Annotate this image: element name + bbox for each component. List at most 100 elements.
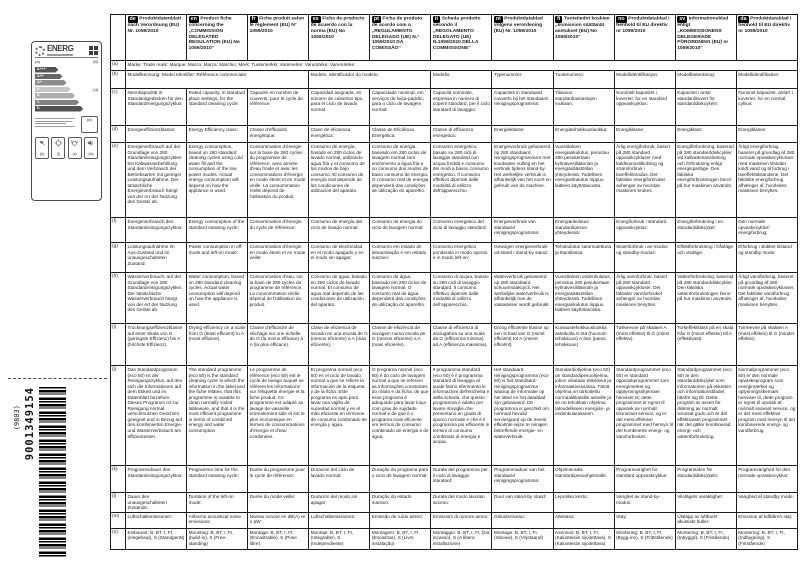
- marker-brand: (a): [35, 59, 40, 64]
- fiche-cell: Vilolägets varaktighet:: [674, 492, 737, 513]
- column-title: Ficha de producto de acuerdo con la norm…: [310, 16, 365, 40]
- row-label: (e): [110, 142, 126, 218]
- fiche-cell: Consumo de energia do ciclo de lavagem n…: [369, 217, 432, 243]
- fiche-cell: Energieverbruik gebaseerd op 280 standaa…: [491, 142, 554, 218]
- fiche-cell: Tuotenumero:: [552, 70, 615, 89]
- fiche-cell: Programme time for the standard cleaning…: [186, 465, 249, 493]
- table-row: (g) Leistungsaufnahme im Aus-Zustand und …: [110, 242, 799, 273]
- column-header-it: it Scheda prodotto secondo il „REGOLAMENT…: [430, 14, 493, 61]
- label-marker-row: (a) (b): [35, 60, 98, 64]
- fiche-cell: Vuosittainen energiankulutus, perustuu 2…: [552, 142, 615, 218]
- column-header-de: de Produktdatenblatt nach Verordnung (EU)…: [124, 14, 188, 61]
- fiche-cell: Emission af luftbåren støj:: [735, 511, 799, 529]
- column-header-sv: sv Informationsblad enligt „KOMMISSIONENS…: [674, 14, 737, 61]
- water-tap-icon: [39, 141, 44, 146]
- fiche-cell: Modelo: Identificador do modelo:: [308, 70, 432, 89]
- column-title: Tuotetiedot koskien „komission säätämät …: [555, 16, 610, 40]
- eu-stars-icon: [35, 45, 45, 56]
- table-row: (l) Dauer des unausgeschalteten Zustands:…: [110, 492, 799, 513]
- fiche-cell: Årlig energiforbruk, basert på 280 stand…: [613, 142, 676, 218]
- fiche-cell: Consumo de agua, basado en 280 ciclos de…: [308, 272, 371, 324]
- fiche-cell: Duración del modo sin apagar:: [308, 492, 371, 513]
- fiche-cell: Lepotilan kesto:: [552, 492, 615, 513]
- row-label: (d): [110, 125, 126, 143]
- fiche-cell: Kuivaustehokkuusluokka asteikolla G:stä …: [552, 323, 615, 366]
- speaker-icon: [88, 140, 94, 146]
- fiche-cell: Varighed af standby mode:: [735, 492, 799, 513]
- fiche-cell: Le programme de référence (eco 50) est l…: [247, 365, 310, 466]
- fiche-cell: Modellidentifikasjon:: [613, 70, 676, 89]
- fiche-cell: Consumo de energía, basado en 280 ciclos…: [308, 142, 371, 218]
- fiche-cell: Normalprogrammet (eco 50) er den normale…: [735, 365, 799, 466]
- fiche-cell: Duración del ciclo de lavado normal:: [308, 465, 371, 493]
- fiche-cell: Capacità nominale, espressa in numero di…: [430, 88, 493, 126]
- barcode-suffix: (9803): [13, 405, 21, 431]
- fiche-cell: Emissioni di rumore aereo:: [430, 511, 493, 529]
- fiche-cell: Clase de eficiencia de secado en una esc…: [308, 323, 371, 366]
- fiche-cell: Tehokulutus sammutettuna ja lepotilassa:: [552, 242, 615, 273]
- fiche-cell: Årligt vandforbrug, baseret på grundlag …: [735, 272, 799, 324]
- fiche-cell: Energy consumption of the standard clean…: [186, 217, 249, 243]
- table-row: (b) Modellkennung: Model Identifier: Réfé…: [110, 70, 799, 89]
- fiche-cell: Power consumption in off-mode and left-o…: [186, 242, 249, 273]
- fiche-cell: Energieeffizienzklasse:: [124, 125, 188, 143]
- fiche-cell: Strømforbruk i av-modus og standby-modus…: [613, 242, 676, 273]
- language-badge: da: [738, 15, 749, 23]
- table-row: (m) Luftschallemissionen: Airborne acousti…: [110, 511, 799, 529]
- energy-class-bars: (d) A+++ A++ A+ A B C D: [35, 67, 98, 112]
- language-badge: en: [188, 15, 199, 23]
- column-title: Produktdatablad i henhold til EU direkti…: [738, 16, 792, 34]
- energy-label: ENERG (a) (b) (d) A+++ A++ A+ A B C D (e): [31, 41, 102, 201]
- fiche-cell: Niveau sonore en dB(A) re 1 pW:: [247, 511, 310, 529]
- barcode-icon: [39, 387, 66, 557]
- fiche-cell: Classe di efficienza di asciugatura su u…: [430, 323, 493, 366]
- water-consumption-box: (h): [35, 136, 49, 159]
- fiche-cell: Montering: B, BT, I, FI, (Bygg-inn), S (…: [613, 527, 676, 550]
- fiche-cell: Energy Efficiency class:: [186, 125, 249, 143]
- row-label: (m): [110, 511, 126, 529]
- table-row: (n) Einbauart: B, BT, I, FI, (eingebaut),…: [110, 527, 799, 550]
- label-fineprint-row: (e): [35, 115, 98, 133]
- fiche-cell: Dauer des unausgeschalteten Zustands:: [124, 492, 188, 513]
- fiche-cell: Wasserverbrauch, auf der Grundlage von 2…: [124, 272, 188, 324]
- row-label: (h): [110, 272, 126, 324]
- fiche-cell: Varighet av stand-by-modus:: [613, 492, 676, 513]
- fiche-cell: Montaggio: B, BT, I, FI, (Da incasso), S…: [430, 527, 493, 550]
- marker-capacity: (c): [72, 151, 77, 156]
- fiche-cell: Durée du mode veille:: [247, 492, 310, 513]
- fiche-cell: Classe d'efficacité énergétique:: [247, 125, 310, 143]
- fiche-cell: Energy consumption, based on 280 standar…: [186, 142, 249, 218]
- column-title: Product fiche concerning the „COMMISSION…: [188, 16, 240, 52]
- column-title: Produktdatablad volgens verordening (EU)…: [493, 16, 543, 34]
- fiche-cell: Nennkapazität in Standardgedecken für de…: [124, 88, 188, 126]
- fiche-cell: Leistungsaufnahme im Aus-Zustand und im …: [124, 242, 188, 273]
- fiche-cell: Droog efficiëntie klasse op een schaal v…: [491, 323, 554, 366]
- fiche-cell: Energiförbrukning, baserad på 280 standa…: [674, 142, 737, 218]
- fiche-cell: Montaje: B, BT, I, FI, (Integrable), S (…: [308, 527, 371, 550]
- energy-label-header: ENERG: [35, 45, 98, 58]
- fiche-cell: Rated capacity, in standard place settin…: [186, 88, 249, 126]
- fiche-cell: Il programma standard (eco 50) è il prog…: [430, 365, 493, 466]
- column-header-nl: nl Produktdatablad volgens verordening (E…: [491, 14, 554, 61]
- fiche-cell: Durée du programme pour le cycle de réfé…: [247, 465, 310, 493]
- fiche-cell: Årligt energiforbrug, baseret på grundla…: [735, 142, 799, 218]
- fiche-cell: Ohjelma-aika standardipesuohjelmalle:: [552, 465, 615, 493]
- fiche-cell: Airborne acoustical noise emissions:: [186, 511, 249, 529]
- fiche-cell: Energiklasse:: [735, 125, 799, 143]
- row-label: (i): [110, 323, 126, 366]
- fiche-cell: Elforbrug i slukket tilstand og standby …: [735, 242, 799, 273]
- fiche-cell: Consumo de energía del ciclo de lavado n…: [308, 217, 371, 243]
- energy-class-bar: A++: [35, 74, 63, 80]
- fiche-cell: Energiankulutus standardipesun yhteydess…: [552, 217, 615, 243]
- fiche-cell: Vattenförbrukning, baserad på 280 standa…: [674, 272, 737, 324]
- language-badge: it: [432, 15, 441, 23]
- fiche-cell: Programtiden för standarddiskcykeln:: [674, 465, 737, 493]
- fiche-cell: Consumo energetico ponderato in modo spe…: [430, 242, 493, 273]
- fiche-cell: Consumo de electricidad en el modo apaga…: [308, 242, 371, 273]
- annual-energy-box: (e): [81, 115, 98, 133]
- fiche-cell: Nominel kapacitet, anført i kuverter, fo…: [735, 88, 799, 126]
- fiche-cell: Water consumption, based on 280 standard…: [186, 272, 249, 324]
- column-title: Ficha de produto de acordo com o „REGULA…: [371, 16, 423, 52]
- fiche-cell: Mounting: B, BT, I, FI, (build-in), S (F…: [186, 527, 249, 550]
- fiche-cell: Luftschallemissionen:: [124, 511, 188, 529]
